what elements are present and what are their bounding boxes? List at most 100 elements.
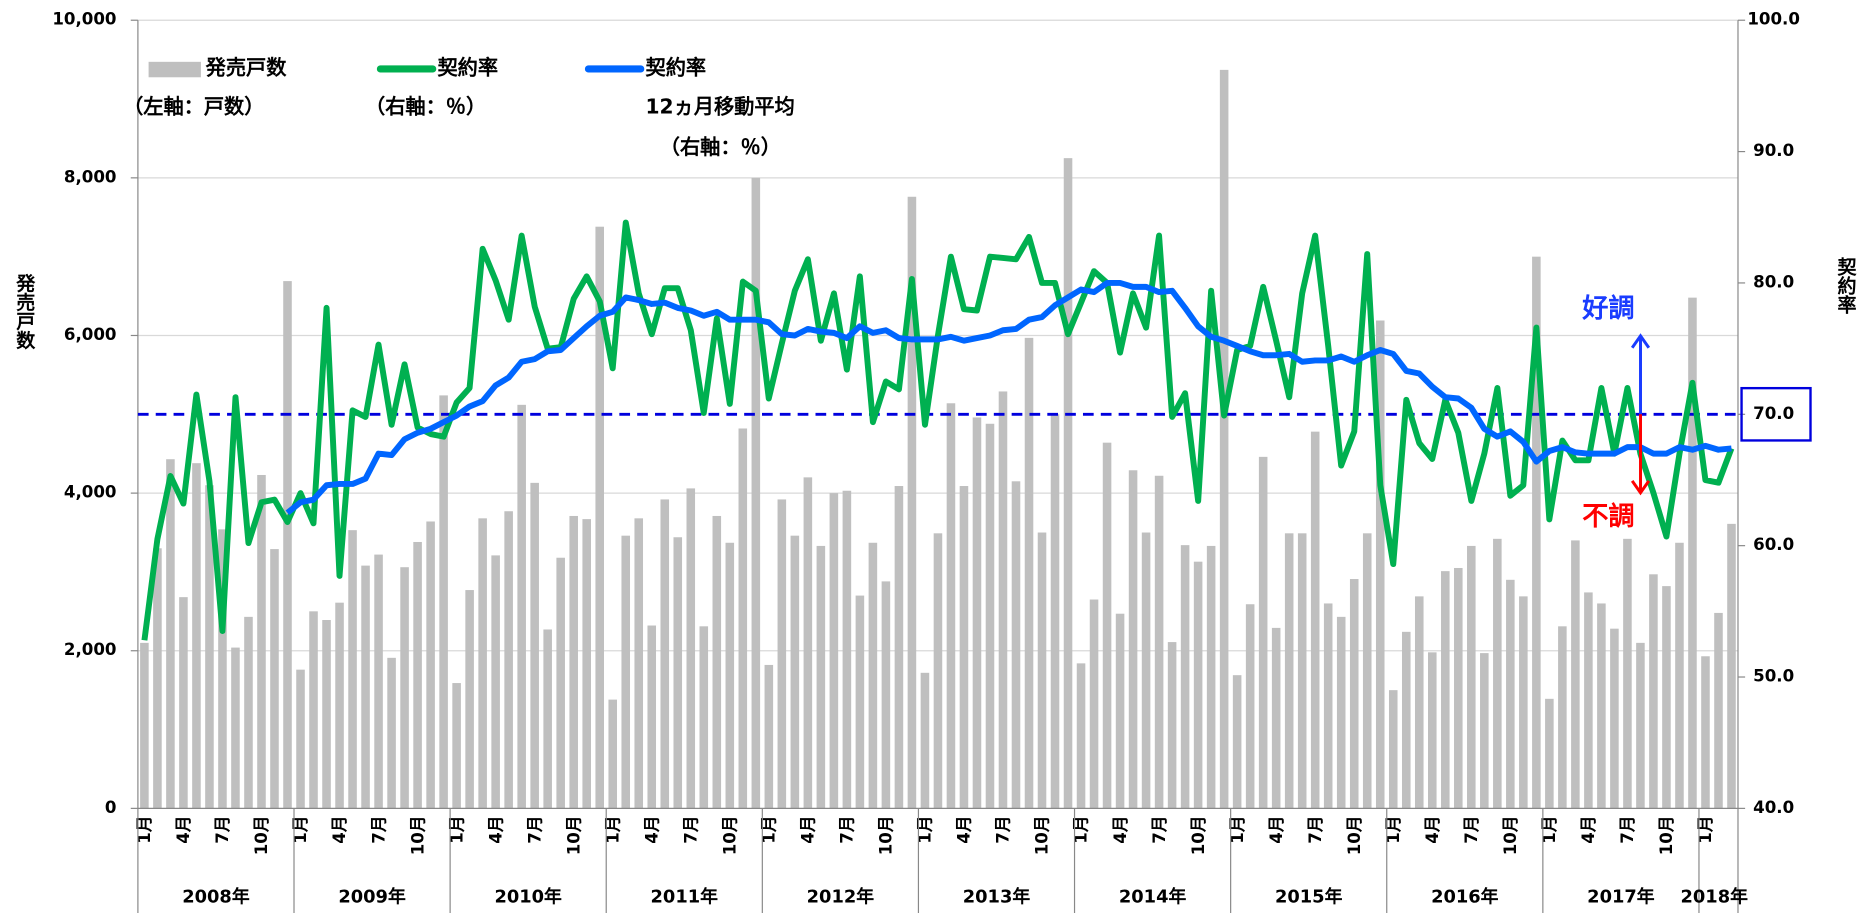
x-tick-label: 7月	[1618, 816, 1637, 844]
bar	[192, 463, 201, 809]
x-tick-label: 10月	[1657, 816, 1676, 856]
x-tick-label: 4月	[955, 816, 974, 844]
bar	[816, 545, 826, 809]
year-label: 2016年	[1431, 886, 1499, 908]
year-label: 2015年	[1275, 886, 1343, 908]
bar	[1714, 612, 1723, 809]
bar	[478, 518, 487, 809]
bar	[179, 597, 188, 809]
year-label: 2010年	[494, 886, 562, 908]
bar	[465, 590, 474, 809]
x-tick-label: 10月	[1501, 816, 1520, 856]
bar	[400, 567, 409, 809]
x-tick-label: 7月	[369, 816, 388, 844]
x-tick-group: 4月	[486, 816, 505, 844]
bar	[725, 542, 735, 809]
y2-tick-label: 80.0	[1753, 272, 1794, 291]
bar	[270, 549, 279, 809]
arrow-head	[1630, 480, 1651, 496]
legend-label: 契約率	[645, 55, 707, 79]
bar	[1206, 545, 1216, 809]
x-tick-label: 7月	[1462, 816, 1481, 844]
bar	[1467, 545, 1476, 809]
bar	[855, 595, 865, 809]
x-tick-label: 4月	[486, 816, 505, 844]
x-tick-label: 1月	[603, 816, 622, 844]
x-tick-label: 10月	[564, 816, 583, 856]
y2-tick-label: 100.0	[1747, 10, 1800, 29]
y2-tick-label: 70.0	[1753, 404, 1794, 423]
highlight-box	[1740, 386, 1812, 442]
bar	[1076, 663, 1086, 809]
x-tick-group: 1月	[1540, 816, 1559, 844]
x-tick-label: 7月	[838, 816, 857, 844]
x-tick-label: 4月	[174, 816, 193, 844]
year-label: 2011年	[651, 886, 719, 908]
bar	[1649, 574, 1658, 809]
bar	[1571, 540, 1580, 809]
bar	[608, 699, 618, 809]
x-tick-label: 1月	[447, 816, 466, 844]
bar	[1480, 653, 1489, 809]
bar	[1219, 69, 1229, 809]
x-tick-label: 4月	[1267, 816, 1286, 844]
bar	[595, 226, 604, 809]
y2-tick-label: 60.0	[1753, 535, 1794, 554]
bar	[582, 519, 591, 809]
bar	[491, 555, 500, 809]
bar	[1271, 627, 1281, 809]
bar	[1050, 414, 1060, 809]
x-tick-group: 4月	[1267, 816, 1286, 844]
bar	[803, 477, 813, 809]
bar	[1323, 603, 1333, 809]
y-tick-label: 6,000	[64, 325, 117, 344]
x-tick-label: 1月	[1696, 816, 1715, 844]
bar	[1519, 596, 1528, 809]
bar	[504, 511, 513, 809]
legend-note: （右軸：％）	[365, 95, 486, 119]
bar	[1258, 456, 1268, 809]
x-tick-group: 4月	[799, 816, 818, 844]
bar	[1545, 698, 1554, 809]
year-label: 2009年	[338, 886, 406, 908]
bar	[1167, 642, 1177, 809]
line-series	[141, 219, 1735, 641]
x-tick-group: 4月	[1423, 816, 1442, 844]
y2-tick-label: 40.0	[1753, 798, 1794, 817]
year-label: 2018年	[1680, 886, 1748, 908]
bar	[738, 428, 748, 809]
x-tick-label: 1月	[760, 816, 779, 844]
x-tick-label: 10月	[1345, 816, 1364, 856]
bar	[1245, 604, 1255, 809]
bar	[1284, 533, 1294, 809]
x-tick-group: 4月	[955, 816, 974, 844]
x-tick-group: 1月	[291, 816, 310, 844]
x-tick-label: 1月	[1228, 816, 1247, 844]
bar	[621, 535, 631, 809]
y-tick-label: 10,000	[52, 10, 116, 29]
x-tick-label: 7月	[1306, 816, 1325, 844]
x-tick-group: 7月	[525, 816, 544, 844]
bar	[1310, 431, 1320, 809]
bar	[205, 485, 214, 809]
legend-note: （右軸：％）	[660, 135, 781, 159]
bar	[829, 493, 839, 809]
x-tick-group: 10月	[1657, 816, 1676, 856]
x-tick-label: 4月	[642, 816, 661, 844]
x-tick-group: 1月	[916, 816, 935, 844]
bar	[868, 542, 878, 809]
bar	[712, 515, 722, 809]
bar	[1141, 532, 1151, 809]
bar	[1297, 533, 1307, 809]
bar	[894, 486, 904, 809]
year-label: 2008年	[182, 886, 250, 908]
x-tick-label: 4月	[1423, 816, 1442, 844]
x-tick-group: 1月	[1072, 816, 1091, 844]
x-tick-label: 10月	[720, 816, 739, 856]
x-tick-group: 10月	[1345, 816, 1364, 856]
bar	[1701, 656, 1710, 809]
x-tick-group: 10月	[720, 816, 739, 856]
bar	[1532, 256, 1541, 809]
x-tick-label: 1月	[1540, 816, 1559, 844]
bar	[972, 417, 982, 809]
